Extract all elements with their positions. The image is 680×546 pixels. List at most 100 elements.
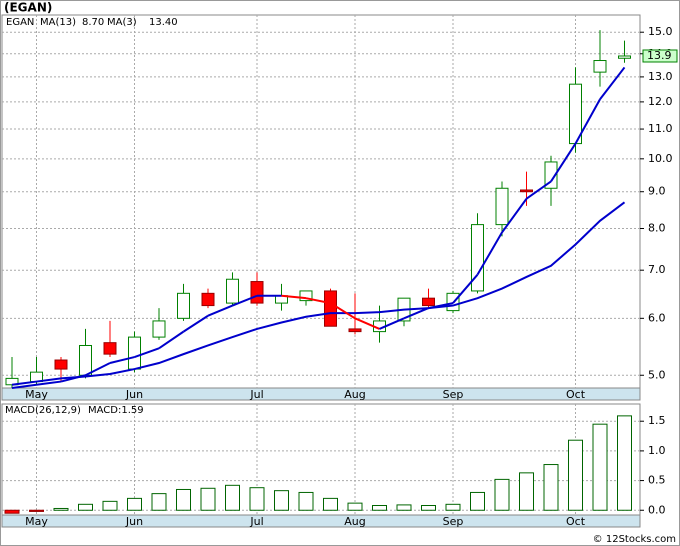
candle-body — [495, 187, 509, 226]
candle-body — [152, 320, 166, 338]
ma-line-segment — [403, 307, 429, 320]
bar — [323, 497, 338, 511]
y-tick-label: 8.0 — [648, 221, 666, 234]
bar — [4, 509, 20, 514]
ma-line-segment — [158, 330, 185, 350]
panel-title: MACD(26,12,9) — [5, 405, 81, 416]
x-tick-label: Jun — [125, 388, 143, 401]
candle-body — [618, 55, 631, 59]
x-tick-label: Sep — [443, 515, 464, 528]
bar — [249, 487, 265, 511]
ma-line-segment — [134, 347, 160, 359]
y-tick-label: 0.5 — [648, 474, 666, 487]
bar — [494, 478, 510, 511]
candle-body — [348, 328, 362, 333]
y-tick-label: 7.0 — [648, 263, 666, 276]
y-tick-label: 0.0 — [648, 503, 666, 516]
candle-body — [544, 161, 558, 189]
candle-body — [226, 278, 239, 304]
bar — [568, 439, 583, 511]
bar — [543, 464, 559, 511]
bar — [298, 491, 314, 511]
last-price-box — [642, 49, 678, 63]
x-tick-label: Jul — [249, 388, 263, 401]
bar — [29, 509, 44, 512]
x-tick-label: Oct — [566, 515, 586, 528]
candle-body — [250, 281, 264, 304]
legend-text: MACD:1.59 — [88, 405, 144, 416]
ma-line-segment — [428, 302, 454, 310]
candle-body — [177, 292, 190, 319]
plot-area — [1, 14, 641, 389]
bar — [519, 472, 534, 511]
y-tick-label: 12.0 — [648, 95, 673, 108]
y-tick-label: 11.0 — [648, 122, 673, 135]
bar — [347, 502, 363, 511]
candle-body — [324, 290, 337, 327]
candle-body — [593, 60, 607, 73]
ma-line-segment — [452, 274, 479, 304]
ma-line-segment — [207, 304, 233, 317]
bar — [53, 507, 69, 511]
bar — [225, 484, 240, 511]
legend-name: MA(13) — [40, 17, 76, 28]
x-tick-label: May — [25, 388, 48, 401]
candle-body — [520, 189, 533, 193]
y-tick-label: 5.0 — [648, 368, 666, 381]
x-tick-label: Sep — [443, 388, 464, 401]
candle-body — [471, 224, 484, 292]
ma-line-segment — [525, 180, 552, 200]
bar — [78, 503, 93, 511]
bar — [470, 491, 485, 511]
x-tick-label: Aug — [344, 388, 365, 401]
legend-symbol: EGAN — [6, 17, 34, 28]
ma-line-segment — [354, 317, 380, 330]
candle-body — [54, 359, 68, 370]
bar — [151, 493, 167, 511]
x-tick-label: May — [25, 515, 48, 528]
y-tick-label: 1.5 — [648, 414, 666, 427]
chart-title: (EGAN) — [4, 1, 52, 15]
y-tick-label: 10.0 — [648, 152, 673, 165]
legend-name: MA(3) — [107, 17, 137, 28]
last-price-label: 13.9 — [647, 49, 672, 62]
ma-line-segment — [501, 198, 528, 234]
y-tick-label: 6.0 — [648, 311, 666, 324]
ma-line-segment — [476, 231, 503, 276]
ma-line-segment — [599, 66, 626, 100]
bar — [396, 504, 412, 511]
ma-line-segment — [60, 374, 86, 383]
ma-line-segment — [85, 362, 111, 377]
candle-body — [201, 292, 215, 307]
month-band — [1, 387, 641, 401]
ma-line-segment — [11, 383, 37, 389]
month-band — [1, 514, 641, 528]
x-tick-label: Jun — [125, 515, 143, 528]
x-tick-label: Aug — [344, 515, 365, 528]
bar — [421, 505, 436, 511]
ma-line-segment — [329, 302, 356, 320]
bar — [102, 500, 118, 511]
bar — [372, 505, 387, 511]
candle-body — [128, 336, 141, 370]
bar — [176, 488, 191, 511]
bar — [592, 423, 608, 511]
y-tick-label: 1.0 — [648, 444, 666, 457]
ma-line-segment — [305, 297, 331, 305]
bar — [200, 487, 216, 511]
ma-line-segment — [36, 380, 62, 386]
ma-line-segment — [281, 294, 307, 300]
bar — [445, 503, 461, 511]
ma-line — [11, 201, 626, 386]
bar — [127, 497, 142, 511]
ma-line-segment — [379, 317, 405, 330]
footer: © 12Stocks.com — [593, 534, 676, 545]
x-tick-label: Jul — [249, 515, 263, 528]
bar — [617, 415, 632, 511]
ma-line-segment — [182, 314, 209, 333]
y-tick-label: 9.0 — [648, 185, 666, 198]
y-tick-label: 13.0 — [648, 70, 673, 83]
legend-value: 13.40 — [149, 17, 178, 28]
ma-line-segment — [232, 294, 258, 307]
